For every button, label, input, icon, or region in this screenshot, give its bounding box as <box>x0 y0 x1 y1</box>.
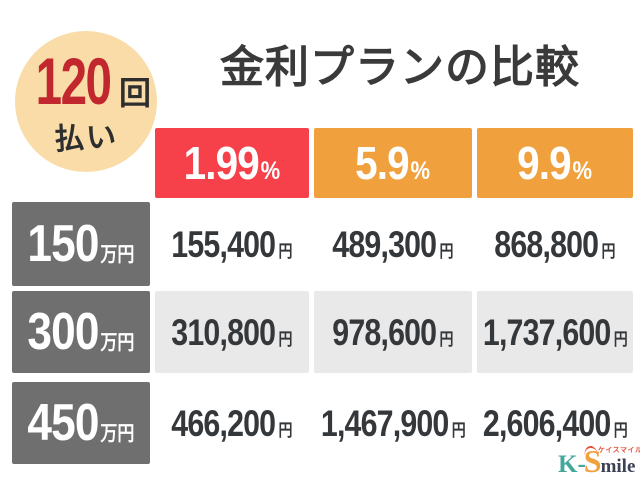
rate-header-1-99-text: 1.99% <box>183 137 281 189</box>
rate-header-9-9: 9.9% <box>477 128 633 198</box>
page-title: 金利プランの比較 <box>220 43 580 92</box>
value-cell-150-199: 155,400 円 <box>171 223 293 265</box>
value-cell-450-59: 1,467,900 円 <box>320 402 466 444</box>
value-cell-150-59: 489,300 円 <box>332 223 454 265</box>
amount-row-header-150: 150 万円 <box>12 202 150 286</box>
value-cell-450-199: 466,200 円 <box>171 402 293 444</box>
value-cell-150-99: 868,800 円 <box>494 223 616 265</box>
value-cell-300-199: 310,800 円 <box>155 291 309 373</box>
value-cell-300-59: 978,600 円 <box>314 291 472 373</box>
amount-row-header-450: 450 万円 <box>12 382 150 464</box>
badge-count: 120 <box>35 43 111 118</box>
logo-kana-label: ケイスマイル <box>598 447 640 454</box>
logo-kana-row: ケイスマイル <box>583 444 640 456</box>
rate-header-5-9: 5.9% <box>314 128 472 198</box>
rate-header-9-9-text: 9.9% <box>517 137 593 189</box>
value-cell-300-99: 1,737,600 円 <box>477 291 633 373</box>
payment-count-badge: 120 回 払い <box>15 31 157 172</box>
badge-count-line: 120 回 <box>21 43 152 118</box>
badge-label: 払い <box>53 120 120 157</box>
rate-header-1-99: 1.99% <box>155 128 309 198</box>
badge-count-unit: 回 <box>119 74 152 111</box>
value-cell-450-99: 2,606,400 円 <box>482 402 628 444</box>
amount-row-header-300: 300 万円 <box>12 291 150 373</box>
rate-header-5-9-text: 5.9% <box>355 137 431 189</box>
